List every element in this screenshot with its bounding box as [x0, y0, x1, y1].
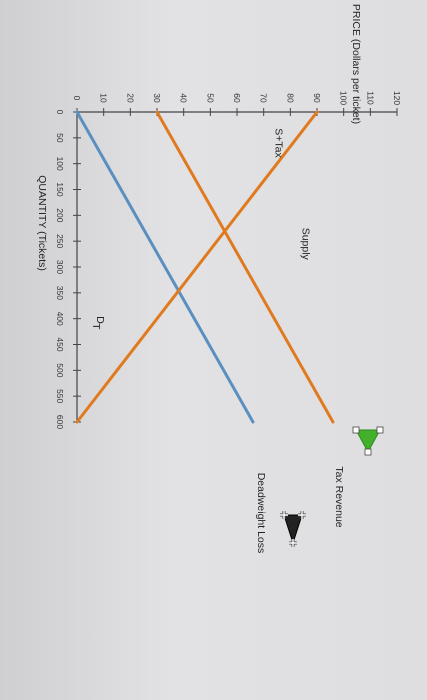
price-tick-label: 10	[99, 93, 109, 103]
supply-label: Supply	[299, 228, 311, 261]
quantity-tick-label: 500	[55, 363, 65, 377]
deadweight-loss-label: Deadweight Loss	[255, 473, 267, 554]
handle-icon	[352, 426, 360, 434]
plot-area: 0 10 20 30 40 50 60 70 80 90 100 110 120 0 50 100 150 200…	[36, 4, 402, 553]
deadweight-loss-legend[interactable]	[280, 511, 306, 547]
quantity-tick-label: 200	[55, 208, 65, 222]
quantity-tick-label: 350	[55, 286, 65, 300]
move-cross-icon-inner	[289, 539, 297, 547]
price-tick-label: 50	[205, 93, 215, 103]
series-lines	[75, 110, 335, 424]
price-tick-label: 20	[125, 93, 135, 103]
handle-icon	[364, 448, 372, 456]
black-triangle-icon	[283, 514, 303, 545]
supply-plus-tax-line	[155, 110, 335, 424]
quantity-tick-label: 150	[55, 182, 65, 196]
price-tick-label: 70	[259, 93, 269, 103]
price-tick-label: 110	[365, 91, 375, 105]
demand-label: DT	[90, 316, 106, 330]
move-cross-icon-inner	[280, 511, 288, 519]
price-tick-label: 90	[312, 93, 322, 103]
quantity-tick-label: 0	[55, 110, 65, 115]
price-tick-label: 60	[232, 93, 242, 103]
demand-label-subscript: T	[90, 323, 102, 330]
tax-revenue-legend[interactable]	[352, 426, 384, 456]
legend[interactable]: Tax Revenue Deadweight Loss	[255, 426, 384, 554]
demand-line	[75, 110, 319, 424]
quantity-tick-label: 550	[55, 389, 65, 403]
supply-line	[75, 110, 255, 424]
stax-label: S+Tax	[273, 128, 285, 158]
quantity-tick-label: 400	[55, 312, 65, 326]
tax-revenue-label: Tax Revenue	[333, 466, 345, 527]
price-axis-title: PRICE (Dollars per ticket)	[350, 4, 362, 124]
price-tick-label: 100	[339, 91, 349, 105]
green-triangle-icon	[355, 429, 381, 454]
demand-label-text: D	[94, 316, 106, 324]
labels: PRICE (Dollars per ticket) QUANTITY (Tick…	[36, 4, 362, 330]
price-tick-label: 120	[392, 91, 402, 105]
handle-icon	[376, 426, 384, 434]
price-tick-label: 30	[152, 93, 162, 103]
quantity-tick-label: 600	[55, 415, 65, 429]
quantity-tick-label: 300	[55, 260, 65, 274]
quantity-axis-title: QUANTITY (Tickets)	[36, 175, 48, 271]
move-cross-icon-inner	[298, 511, 306, 519]
price-tick-label: 80	[285, 93, 295, 103]
quantity-tick-label: 100	[55, 157, 65, 171]
quantity-tick-label: 50	[55, 133, 65, 143]
price-tick-label: 0	[72, 96, 82, 101]
quantity-tick-label: 250	[55, 234, 65, 248]
quantity-tick-label: 450	[55, 337, 65, 351]
price-tick-label: 40	[179, 93, 189, 103]
